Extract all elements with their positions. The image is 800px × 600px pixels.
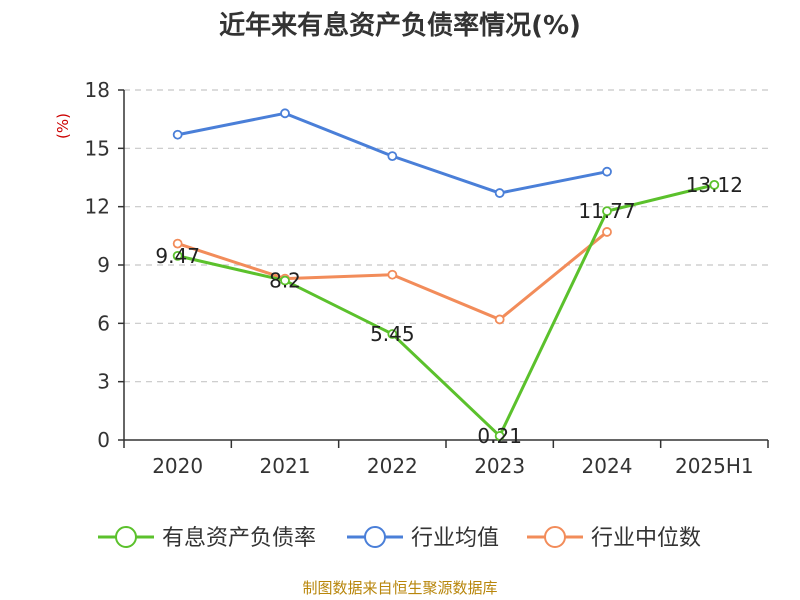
series-point: [494, 431, 505, 441]
x-tick-label: 2024: [582, 454, 633, 478]
series-point: [602, 206, 612, 217]
series-point: [172, 250, 183, 261]
y-tick-label: 9: [97, 253, 110, 277]
series-point: [172, 129, 183, 140]
series-point: [280, 275, 290, 286]
data-label: 13.12: [686, 173, 743, 197]
y-tick-label: 15: [85, 136, 110, 160]
series-point: [494, 188, 505, 198]
x-tick-label: 2022: [367, 454, 418, 478]
series-lines: [172, 108, 720, 441]
y-tick-label: 18: [85, 78, 110, 102]
series-point: [280, 108, 290, 119]
y-axis-label: (%): [54, 113, 72, 139]
x-tick-label: 2025H1: [675, 454, 754, 478]
data-label: 9.47: [155, 244, 200, 268]
series-point: [387, 329, 398, 339]
chart-title: 近年来有息资产负债率情况(%): [219, 10, 581, 41]
legend-label: 行业均值: [411, 526, 499, 551]
legend-label: 有息资产负债率: [162, 526, 316, 551]
series-line: [177, 183, 715, 438]
y-tick-label: 12: [85, 195, 110, 219]
axes: 0 3 6 9 12 15 18 2020 2021 2022 2023 2024 2025H1: [85, 78, 769, 478]
source-note: 制图数据来自恒生聚源数据库: [302, 579, 497, 597]
data-label: 0.21: [477, 424, 522, 448]
grid-lines: [124, 89, 768, 383]
y-tick-label: 6: [97, 311, 110, 335]
data-labels: 9.47 8.2 5.45 0.21 11.77 13.12: [155, 173, 743, 448]
x-tick-label: 2023: [474, 454, 525, 478]
series-point: [602, 166, 612, 177]
legend-marker: [115, 526, 137, 548]
series-point: [602, 227, 612, 237]
data-label: 5.45: [370, 322, 415, 346]
x-tick-label: 2020: [152, 454, 203, 478]
series-point: [709, 179, 720, 190]
legend: 有息资产负债率 行业均值 行业中位数: [98, 526, 701, 551]
data-label: 8.2: [269, 269, 301, 293]
series-point: [494, 314, 505, 325]
x-tick-label: 2021: [260, 454, 311, 478]
y-tick-label: 0: [97, 428, 110, 452]
legend-label: 行业中位数: [591, 526, 701, 551]
y-tick-label: 3: [97, 370, 110, 394]
legend-marker: [364, 526, 386, 548]
series-point: [387, 151, 398, 162]
data-label: 11.77: [578, 199, 635, 223]
series-point: [172, 238, 183, 249]
series-point: [387, 269, 398, 280]
legend-marker: [544, 526, 566, 548]
